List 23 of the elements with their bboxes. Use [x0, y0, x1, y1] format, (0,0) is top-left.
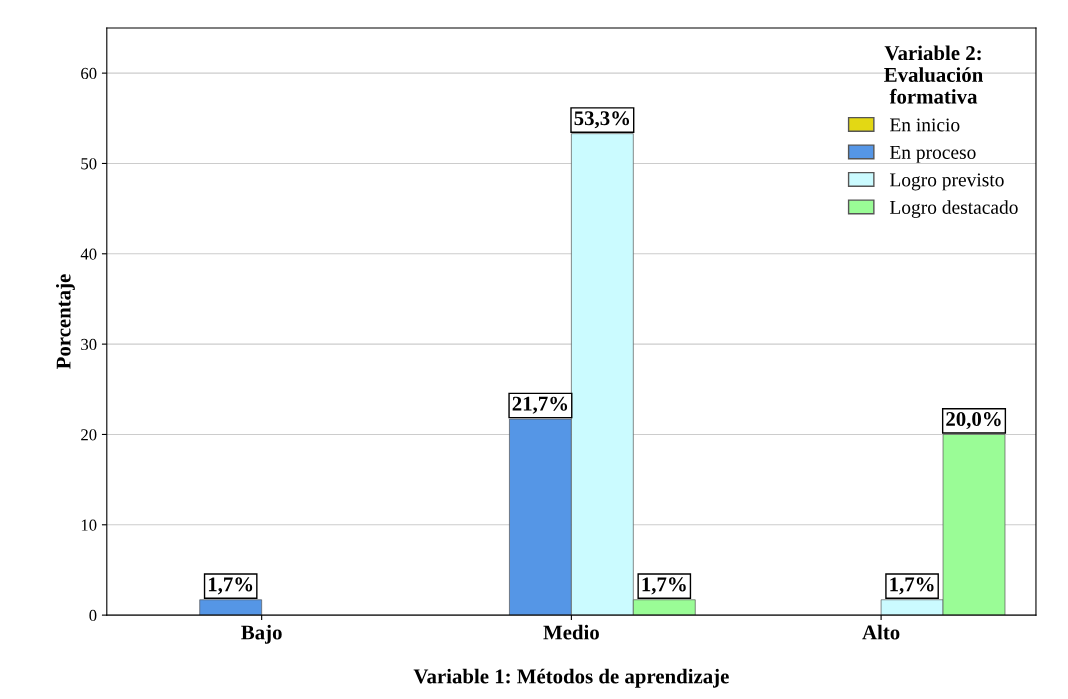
y-tick-label: 20 — [81, 429, 97, 441]
x-tick-label: Bajo — [241, 624, 282, 644]
data-label: 1,7% — [208, 577, 253, 595]
x-tick-label: Alto — [862, 624, 900, 640]
data-label: 1,7% — [890, 577, 934, 595]
data-label: 1,7% — [642, 577, 686, 595]
legend-title: Variable 2: Evaluación formativa — [884, 45, 983, 104]
y-tick-label: 0 — [89, 609, 97, 622]
legend-label: Logro destacado — [889, 200, 1018, 218]
y-tick-label: 10 — [81, 519, 97, 531]
y-tick-label: 50 — [81, 158, 97, 170]
y-tick-label: 30 — [81, 338, 97, 351]
data-label: 21,7% — [512, 396, 568, 414]
data-label: 53,3% — [574, 111, 630, 129]
legend-label: Logro previsto — [889, 173, 1004, 191]
y-tick-label: 60 — [81, 67, 97, 80]
legend-label: En inicio — [889, 118, 960, 132]
legend-label: En proceso — [889, 146, 976, 163]
y-tick-label: 40 — [80, 248, 97, 260]
data-label: 20,0% — [946, 412, 1001, 430]
x-tick-label: Medio — [543, 624, 599, 640]
x-axis-title: Variable 1: Métodos de aprendizaje — [413, 668, 729, 688]
y-axis-title: Porcentaje — [55, 274, 75, 370]
